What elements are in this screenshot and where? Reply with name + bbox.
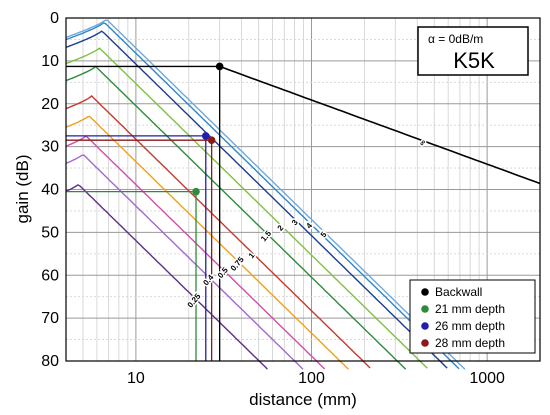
dgs-curve-4 (65, 95, 371, 369)
info-box-probe: K5K (453, 48, 495, 73)
marker-point-1 (192, 187, 200, 196)
dgs-curves (65, 19, 541, 370)
info-box-attenuation: α = 0dB/m (428, 32, 483, 46)
legend-marker-2 (421, 322, 429, 330)
axis-ticks: 0 10 20 30 40 50 60 70 80 10 100 1000 (41, 10, 505, 387)
dgs-curve-label-5: 1.5 (259, 229, 273, 244)
y-tick-label: 20 (41, 96, 59, 113)
y-axis-label: gain (dB) (13, 155, 32, 224)
dgs-curve-9 (65, 19, 466, 370)
x-tick-label: 100 (298, 370, 325, 387)
dgs-curve-label-3: 0.75 (229, 255, 246, 273)
depth-markers (66, 62, 224, 361)
legend-label-3: 28 mm depth (435, 336, 505, 350)
legend-marker-3 (421, 339, 429, 347)
y-tick-label: 60 (41, 267, 59, 284)
dgs-curve-10 (219, 65, 541, 185)
dgs-curve-0 (65, 184, 268, 370)
dgs-curve-1 (65, 154, 304, 370)
plot-frame (65, 17, 541, 362)
y-tick-label: 30 (41, 139, 59, 156)
legend: Backwall 21 mm depth 26 mm depth 28 mm dept… (409, 279, 536, 354)
legend-label-2: 26 mm depth (435, 319, 505, 333)
x-tick-label: 10 (127, 370, 145, 387)
info-box: α = 0dB/m K5K (417, 26, 529, 76)
marker-point-3 (207, 136, 216, 144)
dgs-curve-7 (65, 30, 448, 369)
legend-marker-0 (421, 288, 429, 296)
x-axis-label: distance (mm) (249, 390, 357, 409)
info-box-frame (417, 26, 529, 76)
y-tick-label: 10 (41, 53, 59, 70)
legend-label-1: 21 mm depth (435, 302, 505, 316)
y-tick-label: 40 (41, 182, 59, 199)
legend-frame (409, 279, 536, 354)
dgs-curve-label-0: 0.25 (186, 291, 203, 309)
y-tick-label: 70 (41, 310, 59, 327)
y-tick-label: 80 (41, 353, 59, 370)
marker-point-0 (215, 62, 224, 71)
dgs-curve-8 (65, 22, 460, 370)
dgs-curve-3 (65, 115, 349, 370)
legend-label-0: Backwall (435, 285, 482, 299)
y-tick-label: 0 (50, 10, 59, 27)
marker-point-2 (201, 132, 210, 140)
y-tick-label: 50 (41, 224, 59, 241)
dgs-curve-6 (65, 47, 428, 369)
dgs-curve-5 (65, 65, 407, 370)
x-tick-label: 1000 (469, 370, 505, 387)
legend-marker-1 (421, 305, 429, 313)
